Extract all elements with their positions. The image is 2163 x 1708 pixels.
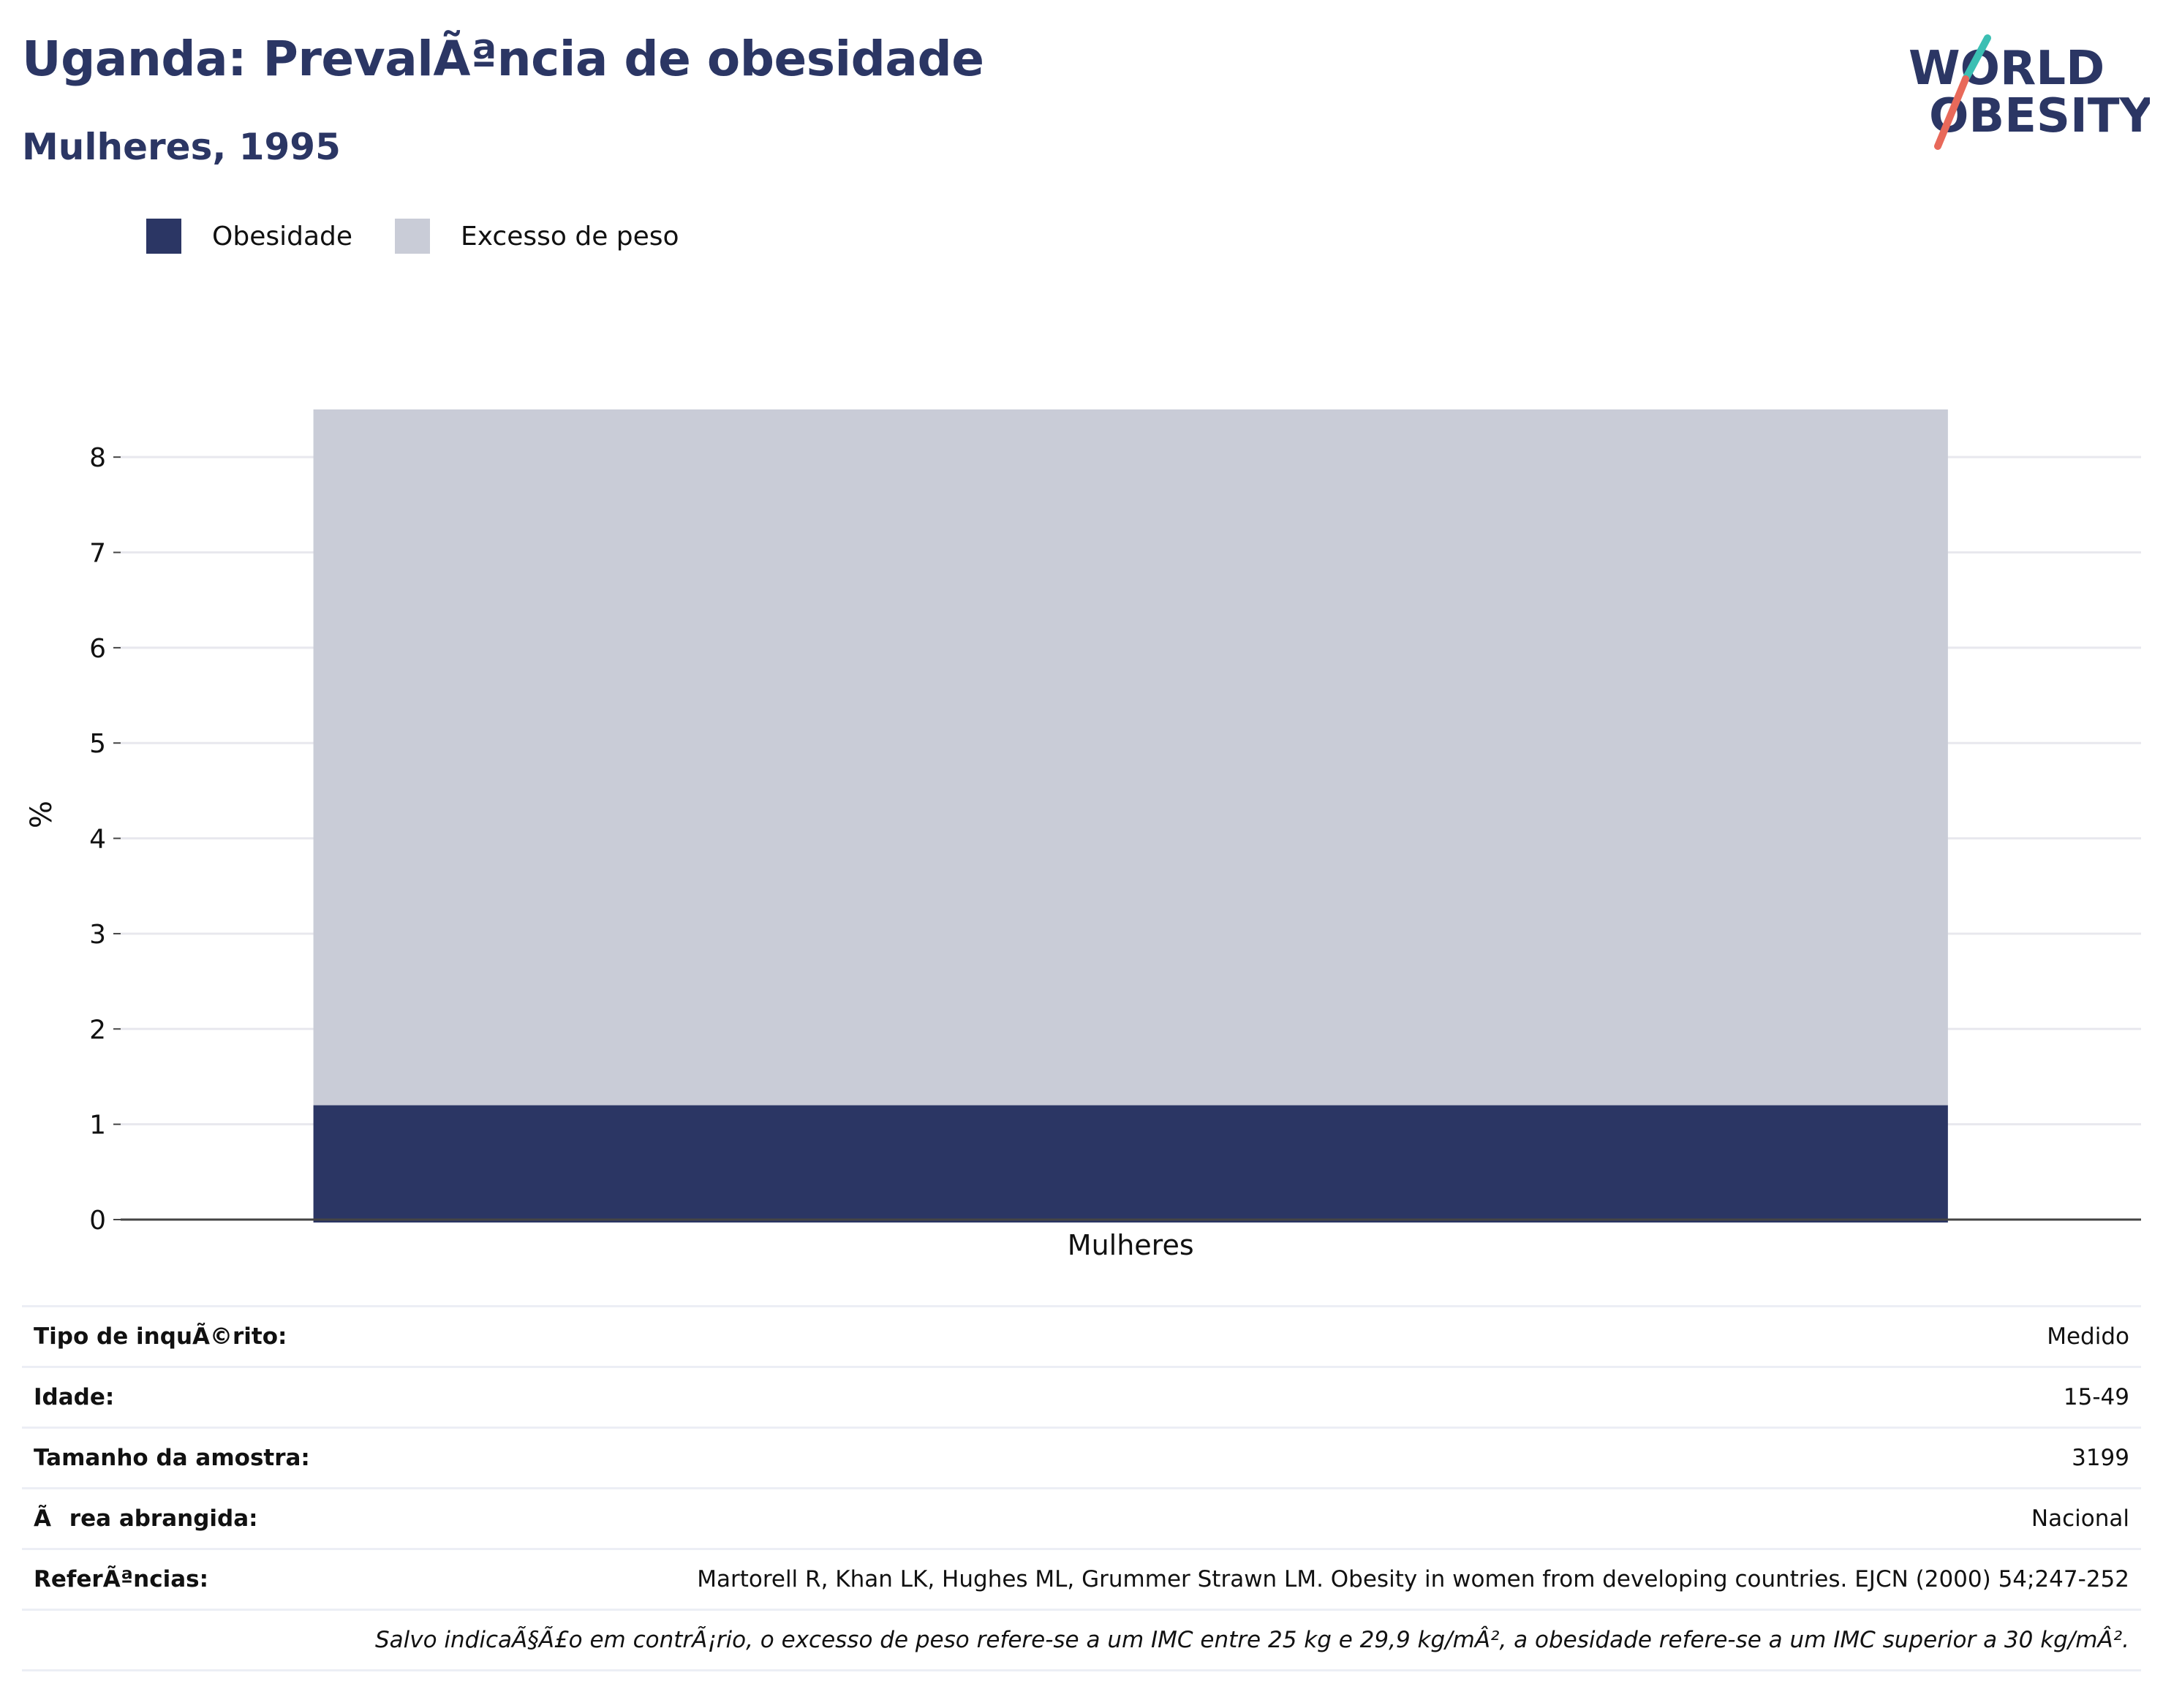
- y-tick-label: 1: [89, 1111, 106, 1141]
- table-row: ReferÃªncias: Martorell R, Khan LK, Hugh…: [22, 1549, 2141, 1610]
- info-note-spacer: [22, 1610, 328, 1671]
- info-value-tipo: Medido: [2047, 1323, 2129, 1350]
- logo-teal-stroke: [1962, 34, 1991, 83]
- survey-info-table: Tipo de inquÃ©rito: Medido Idade: 15-49 …: [22, 1305, 2141, 1671]
- table-row: Ãrea abrangida: Nacional: [22, 1488, 2141, 1549]
- chart-legend: Obesidade Excesso de peso: [146, 216, 722, 256]
- bar-excesso-de-peso: [313, 409, 1948, 1106]
- legend-swatch-obesidade: [146, 219, 181, 254]
- y-tick-label: 5: [89, 729, 106, 759]
- info-value-area: Nacional: [2031, 1505, 2129, 1532]
- info-label-tipo: Tipo de inquÃ©rito:: [34, 1323, 287, 1350]
- info-label-area: Ãrea abrangida:: [34, 1505, 258, 1532]
- logo-coral-stroke: [1934, 75, 1969, 150]
- info-value-amostra: 3199: [2072, 1445, 2129, 1471]
- legend-label-excesso-de-peso: Excesso de peso: [461, 221, 679, 252]
- definition-note: Salvo indicaÃ§Ã£o em contrÃ¡rio, o exces…: [374, 1627, 2129, 1653]
- legend-item-excesso-de-peso[interactable]: Excesso de peso: [395, 219, 679, 254]
- y-tick-label: 0: [89, 1206, 106, 1236]
- y-axis-label: %: [25, 801, 58, 828]
- logo-word-obesity: OBESITY: [1929, 89, 2150, 143]
- legend-item-obesidade[interactable]: Obesidade: [146, 219, 352, 254]
- legend-label-obesidade: Obesidade: [212, 221, 353, 252]
- y-tick-label: 7: [89, 539, 106, 569]
- world-obesity-logo: WORLD OBESITY: [1909, 34, 2150, 150]
- info-label-amostra: Tamanho da amostra:: [34, 1445, 310, 1471]
- table-row: Salvo indicaÃ§Ã£o em contrÃ¡rio, o exces…: [22, 1609, 2141, 1671]
- info-label-referencias: ReferÃªncias:: [34, 1566, 209, 1592]
- table-row: Tipo de inquÃ©rito: Medido: [22, 1306, 2141, 1367]
- chart-title: Uganda: PrevalÃªncia de obesidade: [22, 31, 984, 87]
- x-tick-label: Mulheres: [1068, 1229, 1194, 1261]
- bar-chart: 0 1 2 3 4 5 6 7 8 Mulheres%: [25, 409, 2141, 1261]
- info-label-idade: Idade:: [34, 1384, 115, 1410]
- table-row: Idade: 15-49: [22, 1367, 2141, 1428]
- y-tick-label: 2: [89, 1015, 106, 1045]
- legend-swatch-excesso-de-peso: [395, 219, 431, 254]
- info-value-idade: 15-49: [2063, 1384, 2129, 1410]
- info-value-referencias: Martorell R, Khan LK, Hughes ML, Grummer…: [697, 1566, 2129, 1592]
- table-row: Tamanho da amostra: 3199: [22, 1427, 2141, 1489]
- y-tick-label: 3: [89, 920, 106, 950]
- y-tick-label: 8: [89, 443, 106, 473]
- logo-word-world: WORLD: [1909, 42, 2105, 96]
- y-tick-label: 6: [89, 634, 106, 664]
- chart-subtitle: Mulheres, 1995: [22, 126, 341, 168]
- bar-obesidade: [313, 1105, 1948, 1223]
- y-tick-label: 4: [89, 825, 106, 855]
